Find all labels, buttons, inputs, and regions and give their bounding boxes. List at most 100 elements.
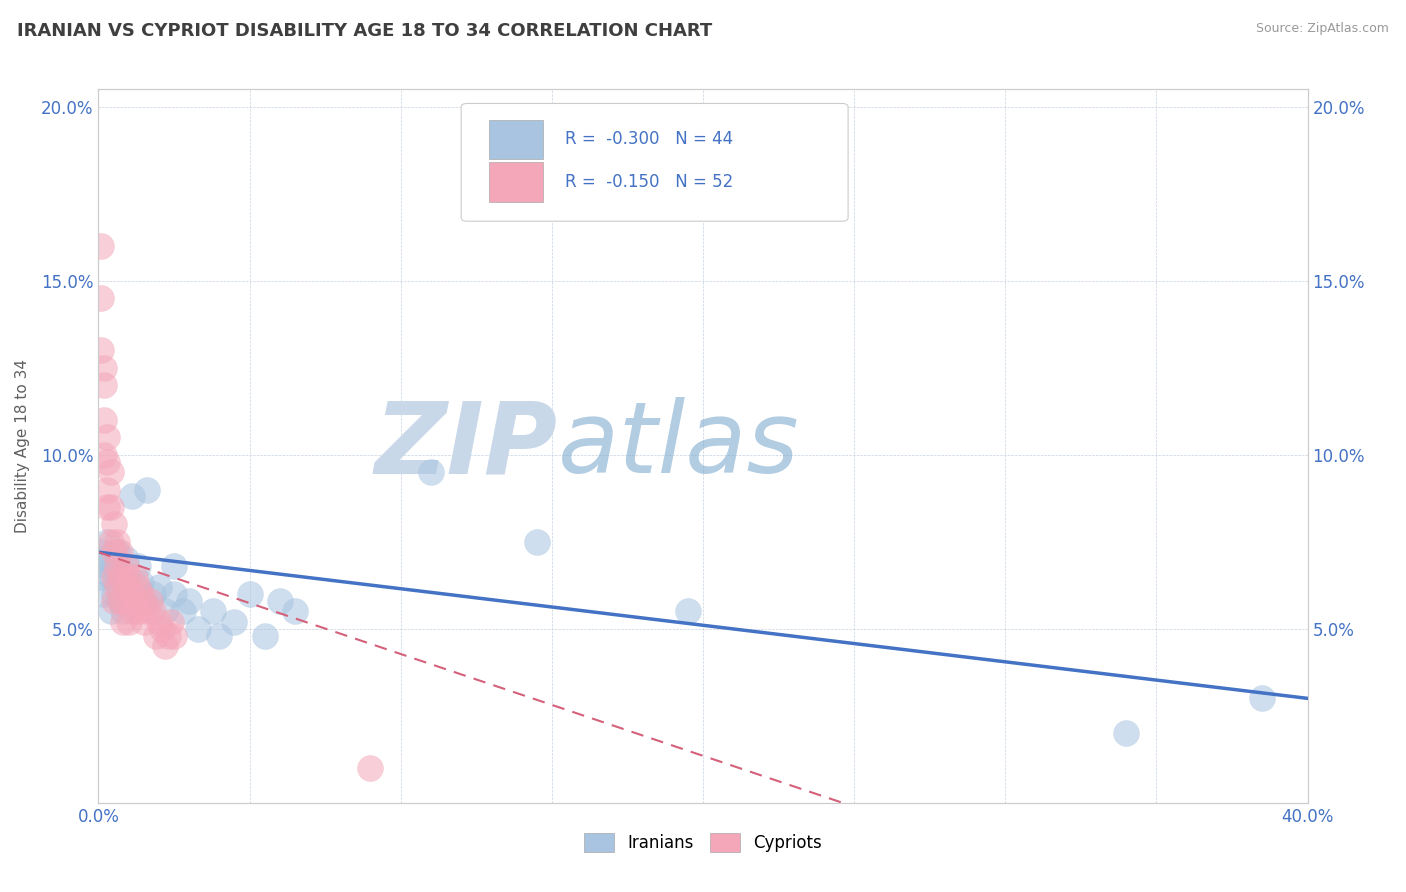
- Point: [103, 594, 125, 608]
- Point: [93, 413, 115, 427]
- Point: [118, 587, 141, 601]
- Point: [96, 455, 118, 469]
- Point: [118, 594, 141, 608]
- Point: [129, 576, 152, 591]
- Point: [160, 615, 183, 629]
- Point: [103, 559, 125, 574]
- Point: [108, 594, 131, 608]
- Point: [100, 534, 122, 549]
- FancyBboxPatch shape: [489, 162, 543, 202]
- Point: [103, 587, 125, 601]
- Point: [100, 604, 122, 618]
- Point: [153, 604, 176, 618]
- Point: [96, 559, 118, 574]
- Point: [100, 465, 122, 479]
- Point: [1251, 691, 1274, 706]
- Text: IRANIAN VS CYPRIOT DISABILITY AGE 18 TO 34 CORRELATION CHART: IRANIAN VS CYPRIOT DISABILITY AGE 18 TO …: [17, 22, 711, 40]
- Point: [114, 580, 136, 594]
- Point: [360, 761, 382, 775]
- Point: [108, 569, 131, 583]
- Point: [135, 604, 157, 618]
- Point: [111, 615, 134, 629]
- Point: [111, 569, 134, 583]
- Point: [129, 587, 152, 601]
- Point: [127, 604, 149, 618]
- Point: [284, 604, 307, 618]
- Point: [139, 594, 162, 608]
- Point: [108, 594, 131, 608]
- Point: [93, 448, 115, 462]
- Point: [124, 594, 146, 608]
- Point: [105, 559, 128, 574]
- Point: [135, 483, 157, 497]
- Point: [253, 629, 276, 643]
- Point: [100, 569, 122, 583]
- Point: [103, 517, 125, 532]
- Point: [108, 587, 131, 601]
- Point: [163, 559, 186, 574]
- Point: [103, 545, 125, 559]
- Point: [163, 587, 186, 601]
- FancyBboxPatch shape: [489, 120, 543, 159]
- Point: [676, 604, 699, 618]
- Point: [105, 534, 128, 549]
- Point: [111, 594, 134, 608]
- Text: ZIP: ZIP: [375, 398, 558, 494]
- Point: [121, 604, 143, 618]
- Legend: Iranians, Cypriots: Iranians, Cypriots: [576, 826, 830, 859]
- Point: [156, 629, 179, 643]
- Point: [103, 569, 125, 583]
- Point: [142, 587, 165, 601]
- Point: [153, 639, 176, 653]
- Point: [124, 580, 146, 594]
- Point: [105, 545, 128, 559]
- Point: [208, 629, 231, 643]
- Point: [121, 490, 143, 504]
- Point: [420, 465, 443, 479]
- Point: [124, 569, 146, 583]
- Point: [90, 291, 112, 305]
- Y-axis label: Disability Age 18 to 34: Disability Age 18 to 34: [15, 359, 30, 533]
- Point: [163, 629, 186, 643]
- Point: [179, 594, 201, 608]
- Point: [132, 594, 155, 608]
- Point: [100, 500, 122, 514]
- Point: [93, 587, 115, 601]
- Point: [148, 615, 170, 629]
- Point: [96, 534, 118, 549]
- Point: [142, 604, 165, 618]
- Point: [132, 594, 155, 608]
- Point: [127, 580, 149, 594]
- Point: [114, 559, 136, 574]
- Point: [150, 622, 173, 636]
- Point: [269, 594, 291, 608]
- Point: [148, 580, 170, 594]
- Point: [111, 576, 134, 591]
- Point: [202, 604, 225, 618]
- Point: [90, 239, 112, 253]
- Point: [239, 587, 262, 601]
- Point: [127, 559, 149, 574]
- Text: R =  -0.300   N = 44: R = -0.300 N = 44: [565, 130, 734, 148]
- Text: R =  -0.150   N = 52: R = -0.150 N = 52: [565, 173, 734, 191]
- Point: [105, 569, 128, 583]
- Point: [108, 545, 131, 559]
- Point: [96, 430, 118, 444]
- Point: [111, 604, 134, 618]
- Point: [118, 569, 141, 583]
- Point: [1115, 726, 1137, 740]
- Text: Source: ZipAtlas.com: Source: ZipAtlas.com: [1256, 22, 1389, 36]
- Point: [93, 552, 115, 566]
- Point: [114, 552, 136, 566]
- Point: [187, 622, 209, 636]
- Point: [145, 629, 167, 643]
- Point: [118, 615, 141, 629]
- FancyBboxPatch shape: [461, 103, 848, 221]
- Point: [93, 378, 115, 392]
- Point: [90, 545, 112, 559]
- Point: [90, 569, 112, 583]
- Point: [90, 343, 112, 358]
- Point: [96, 500, 118, 514]
- Point: [105, 580, 128, 594]
- Point: [526, 534, 548, 549]
